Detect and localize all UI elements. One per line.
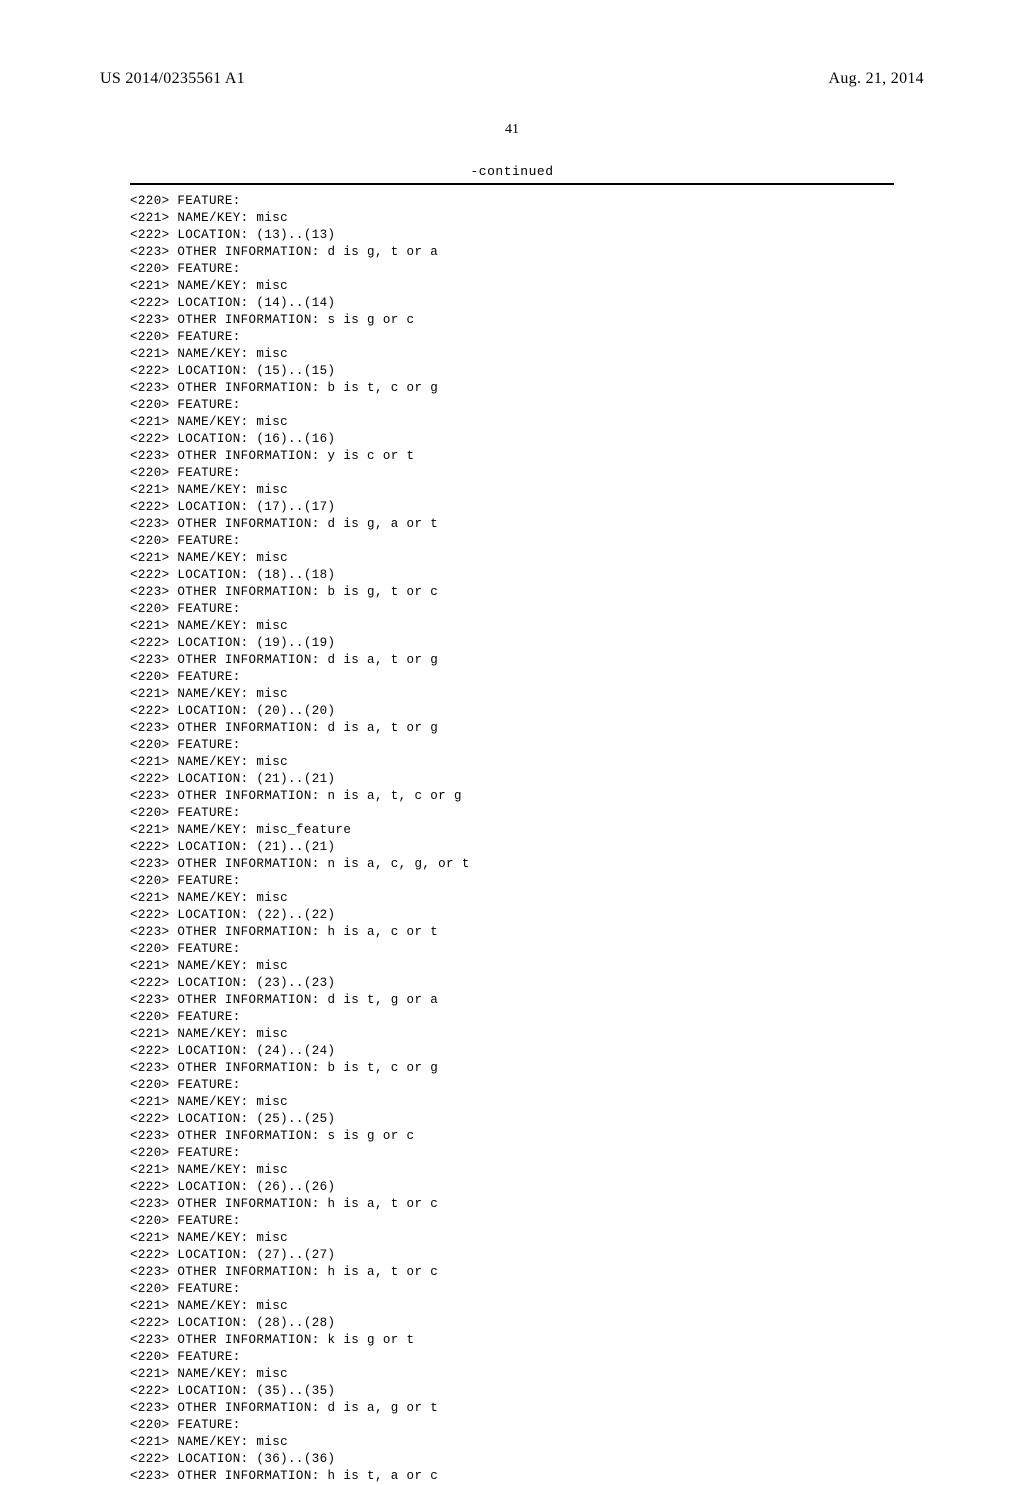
page-number: 41 <box>100 122 924 138</box>
page-header: US 2014/0235561 A1 Aug. 21, 2014 <box>100 70 924 88</box>
sequence-listing: <220> FEATURE: <221> NAME/KEY: misc <222… <box>130 193 924 1485</box>
continued-label: -continued <box>100 164 924 179</box>
patent-page: US 2014/0235561 A1 Aug. 21, 2014 41 -con… <box>0 0 1024 1320</box>
publication-date: Aug. 21, 2014 <box>829 70 924 88</box>
top-rule <box>130 183 894 185</box>
publication-id: US 2014/0235561 A1 <box>100 70 245 88</box>
